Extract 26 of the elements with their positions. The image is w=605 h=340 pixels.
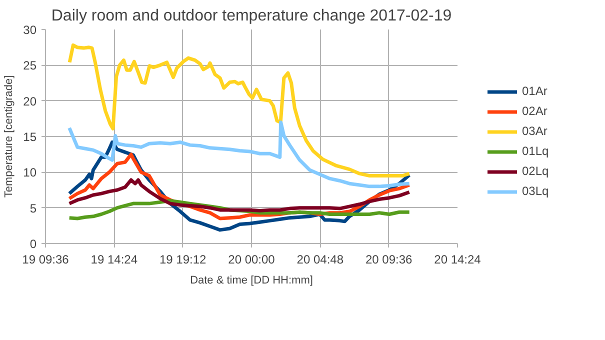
legend-label: 03Lq bbox=[522, 184, 549, 198]
x-axis-title: Date & time [DD HH:mm] bbox=[190, 274, 313, 286]
x-tick-label: 19 19:12 bbox=[159, 252, 207, 266]
x-tick-label: 19 14:24 bbox=[90, 252, 138, 266]
legend-label: 02Ar bbox=[522, 104, 548, 118]
line-series bbox=[68, 120, 412, 188]
x-tick-label: 19 09:36 bbox=[22, 252, 70, 266]
legend-label: 01Lq bbox=[522, 144, 549, 158]
y-tick-label: 5 bbox=[30, 201, 37, 216]
y-axis-title: Temperature [centigrade] bbox=[3, 75, 16, 198]
line-series bbox=[68, 178, 412, 212]
y-tick-label: 20 bbox=[23, 94, 37, 108]
chart-title: Daily room and outdoor temperature change 2017-02-19 bbox=[51, 8, 452, 24]
line-series bbox=[68, 43, 412, 178]
x-tick-label: 20 00:00 bbox=[228, 252, 276, 266]
y-tick-label: 10 bbox=[23, 166, 37, 180]
legend-label: 02Lq bbox=[522, 164, 549, 178]
y-tick-label: 0 bbox=[30, 237, 37, 251]
y-tick-label: 15 bbox=[23, 130, 37, 144]
y-tick-label: 25 bbox=[23, 58, 37, 73]
legend-label: 01Ar bbox=[522, 84, 548, 98]
legend-label: 03Ar bbox=[522, 124, 548, 138]
x-tick-label: 20 04:48 bbox=[296, 252, 344, 266]
x-tick-label: 20 14:24 bbox=[434, 252, 482, 266]
x-tick-label: 20 09:36 bbox=[365, 252, 413, 266]
y-tick-label: 30 bbox=[23, 23, 37, 37]
